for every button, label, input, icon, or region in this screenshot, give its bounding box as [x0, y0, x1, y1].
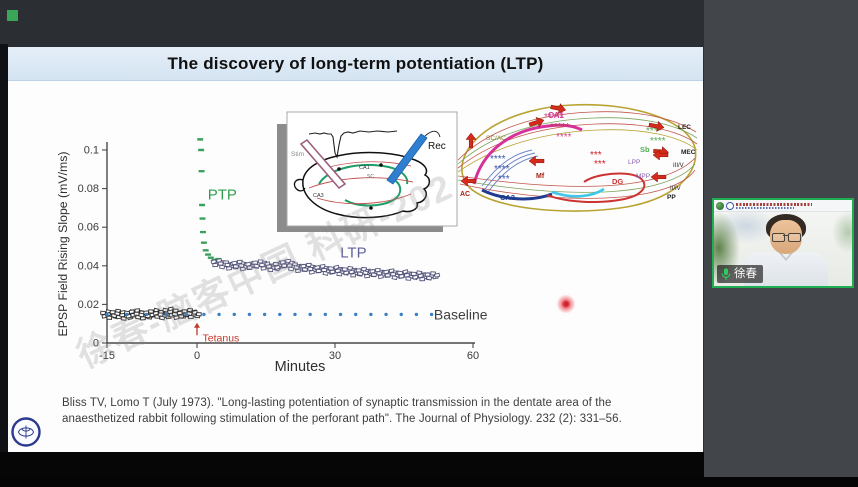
svg-text:****: **** [490, 154, 506, 165]
chart-annotation-ltp: LTP [340, 245, 366, 262]
rec-electrode [386, 133, 428, 185]
citation-line1: Bliss TV, Lomo T (July 1973). "Long-last… [62, 396, 612, 409]
hippocampal-circuit-diagram: ***** ***** **** *** *** **** **** *** *… [457, 101, 698, 212]
synapse-dot [369, 206, 373, 210]
svg-text:****: **** [556, 132, 572, 143]
svg-text:*****: ***** [550, 122, 570, 133]
synapse-dot [337, 167, 341, 171]
cyan-band [551, 187, 605, 198]
circuit-ac-label: AC [460, 191, 470, 198]
series-dot [105, 312, 434, 317]
y-tick-label: 0.04 [78, 260, 99, 272]
svg-text:****: **** [650, 136, 666, 147]
speaker-glasses-bridge [783, 235, 788, 237]
x-tick-label: -15 [99, 350, 115, 362]
epsp-trace [308, 130, 398, 159]
institute-logo [11, 417, 41, 447]
speaker-glasses-right [788, 233, 801, 242]
y-tick-label: 0 [93, 338, 99, 350]
laser-pointer-dot [556, 294, 576, 314]
speaker-glasses-left [772, 233, 785, 242]
webcam-tile[interactable]: 徐春 [712, 198, 854, 288]
circuit-mpp-label: MPP [636, 173, 650, 180]
shared-slide: The discovery of long-term potentiation … [8, 47, 703, 452]
banner-logo-icon [716, 201, 724, 210]
bottom-bar [0, 477, 858, 487]
hippocampus-slice-inset: Stim Rec CA1 SC CA3 [277, 111, 458, 232]
inset-ca3-label: CA3 [313, 193, 324, 199]
circuit-lpp-label: LPP [628, 159, 640, 166]
ca1-band [472, 123, 583, 185]
y-tick-label: 0.08 [78, 183, 99, 195]
svg-text:***: *** [498, 174, 510, 185]
series-open-square [100, 306, 202, 321]
red-fiber-1 [308, 177, 414, 189]
stim-label: Stim [291, 151, 304, 158]
slide-title: The discovery of long-term potentiation … [167, 53, 544, 73]
svg-text:****: **** [646, 126, 662, 137]
webcam-top-banner [714, 200, 852, 212]
circuit-mec-label: MEC [681, 149, 696, 156]
y-axis-label: EPSP Field Rising Slope (mV/ms) [56, 152, 70, 337]
y-tick-label: 0.02 [78, 299, 99, 311]
circuit-scac-label: SC/AC [486, 135, 506, 142]
banner-logo-icon [726, 201, 734, 210]
participant-name: 徐春 [734, 268, 757, 280]
speaker-face [770, 220, 802, 254]
rec-wire [424, 130, 441, 138]
inset-ca1-label: CA1 [359, 165, 370, 171]
series-dash [197, 138, 222, 262]
circuit-mf-label: Mf [536, 173, 545, 180]
y-tick-label: 0.06 [78, 222, 99, 234]
participant-name-tag: 徐春 [717, 265, 763, 283]
circuit-pp-label: PP [667, 194, 676, 201]
banner-text-placeholder [736, 202, 812, 209]
microphone-icon [721, 268, 731, 280]
synapse-dot [379, 163, 383, 167]
fiber-tracts [457, 111, 698, 199]
citation-line2: anaesthetized rabbit following stimulati… [62, 412, 622, 425]
circuit-ca1-label: CA1 [548, 111, 565, 120]
neuron-clusters: ***** ***** **** *** *** **** **** *** *… [490, 112, 666, 185]
stim-electrode [299, 138, 347, 190]
slice-tail [293, 178, 306, 192]
rec-label: Rec [428, 141, 446, 152]
chart-annotation-ptp: PTP [208, 187, 237, 204]
x-axis-label: Minutes [275, 359, 326, 375]
citation-text: Bliss TV, Lomo T (July 1973). "Long-last… [62, 395, 707, 428]
circuit-ca3-label: CA3 [500, 193, 515, 202]
ca3-band [481, 188, 553, 201]
circuit-layer35-label: III/V [673, 163, 684, 169]
screen-share-indicator [7, 10, 18, 21]
inset-sc-label: SC [367, 174, 374, 180]
slice-outline [302, 151, 431, 219]
circuit-sb-label: Sb [640, 145, 650, 154]
chart-annotation-tetanus: Tetanus [203, 333, 240, 345]
svg-text:****: **** [494, 164, 510, 175]
ca3-fibers [481, 149, 539, 193]
svg-text:*****: ***** [544, 112, 564, 123]
x-tick-label: 30 [329, 350, 341, 362]
y-tick-label: 0.1 [84, 145, 99, 157]
svg-text:***: *** [590, 150, 602, 161]
circuit-dg-label: DG [612, 177, 623, 186]
circuit-lec-label: LEC [678, 124, 691, 131]
x-tick-label: 60 [467, 350, 479, 362]
x-tick-label: 0 [194, 350, 200, 362]
chart-annotation-baseline: Baseline [434, 306, 488, 322]
series-open-square [210, 258, 441, 282]
left-edge-strip [0, 44, 8, 487]
circuit-layer24-label: II/IV [670, 186, 681, 192]
dg-loop [546, 172, 646, 203]
red-fiber-2 [316, 193, 412, 205]
hippocampus-outline [461, 103, 697, 212]
slide-title-banner: The discovery of long-term potentiation … [8, 47, 703, 81]
svg-text:***: *** [594, 159, 606, 170]
